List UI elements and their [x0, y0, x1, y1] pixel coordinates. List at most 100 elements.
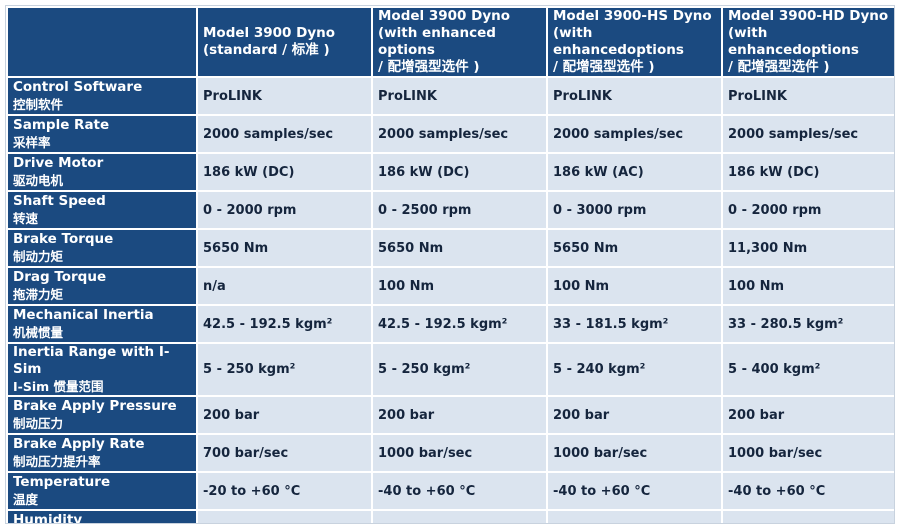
- table-cell: 42.5 - 192.5 kgm²: [196, 304, 373, 344]
- row-label-en: Shaft Speed: [13, 193, 106, 209]
- row-label: Brake Apply Pressure 制动压力: [6, 395, 198, 435]
- column-header-line2: (with enhancedoptions: [553, 25, 684, 58]
- table-cell: -40 to +60 °C: [721, 471, 894, 511]
- row-label-cn: 制动压力提升率: [13, 454, 101, 469]
- row-label-en: Humidity: [13, 512, 83, 524]
- row-label-en: Brake Apply Rate: [13, 436, 145, 452]
- row-label: Control Software 控制软件: [6, 76, 198, 116]
- row-label: Sample Rate 采样率: [6, 114, 198, 154]
- table-row: Brake Torque 制动力矩 5650 Nm 5650 Nm 5650 Nm…: [6, 228, 894, 268]
- table-cell: 1000 bar/sec: [371, 433, 548, 473]
- column-header: Model 3900 Dyno (with enhanced options / 配…: [371, 6, 548, 78]
- column-header: Model 3900-HD Dyno (with enhancedoptions /…: [721, 6, 894, 78]
- table-cell: 5650 Nm: [196, 228, 373, 268]
- table-row: Drag Torque 拖滞力矩 n/a 100 Nm 100 Nm 100 Nm: [6, 266, 894, 306]
- table-cell: 186 kW (DC): [371, 152, 548, 192]
- table-row: Humidity湿度 15 to 95% RH 16 to 95% RH 15 …: [6, 509, 894, 524]
- row-label-en: Sample Rate: [13, 117, 110, 133]
- table-cell: 1000 bar/sec: [546, 433, 723, 473]
- header-row: Model 3900 Dyno (standard / 标准 ) Model 39…: [6, 6, 894, 78]
- row-label-en: Brake Apply Pressure: [13, 398, 177, 414]
- table-cell: ProLINK: [546, 76, 723, 116]
- table-cell: 5 - 240 kgm²: [546, 342, 723, 397]
- table-cell: 200 bar: [546, 395, 723, 435]
- spec-table-frame: Model 3900 Dyno (standard / 标准 ) Model 39…: [5, 5, 895, 524]
- table-cell: 15 to 95% RH: [196, 509, 373, 523]
- row-label-cn: 温度: [13, 492, 39, 507]
- row-label-en: Drive Motor: [13, 155, 104, 171]
- table-cell: -20 to +60 °C: [196, 471, 373, 511]
- table-cell: 5650 Nm: [546, 228, 723, 268]
- row-label-en: Mechanical Inertia: [13, 307, 154, 323]
- row-label-cn: 采样率: [13, 135, 51, 150]
- row-label-cn: 驱动电机: [13, 173, 64, 188]
- table-cell: 0 - 3000 rpm: [546, 190, 723, 230]
- row-label-en: Control Software: [13, 79, 143, 95]
- row-label: Temperature 温度: [6, 471, 198, 511]
- column-header-line2: (with enhanced options: [378, 25, 496, 58]
- column-header-line3: / 配增强型选件 ): [378, 59, 480, 75]
- table-cell: 33 - 181.5 kgm²: [546, 304, 723, 344]
- row-label-cn: 控制软件: [13, 97, 64, 112]
- row-label-cn: 机械惯量: [13, 325, 64, 340]
- table-cell: 1000 bar/sec: [721, 433, 894, 473]
- table-row: Control Software 控制软件 ProLINK ProLINK Pro…: [6, 76, 894, 116]
- table-row: Mechanical Inertia 机械惯量 42.5 - 192.5 kgm²…: [6, 304, 894, 344]
- column-header-line2: (with enhancedoptions: [728, 25, 859, 58]
- column-header-line1: Model 3900 Dyno: [378, 8, 511, 24]
- table-row: Temperature 温度 -20 to +60 °C -40 to +60 °…: [6, 471, 894, 511]
- table-cell: 2000 samples/sec: [546, 114, 723, 154]
- table-cell: 186 kW (DC): [196, 152, 373, 192]
- table-cell: -40 to +60 °C: [371, 471, 548, 511]
- table-cell: 200 bar: [371, 395, 548, 435]
- table-cell: 2000 samples/sec: [196, 114, 373, 154]
- table-cell: ProLINK: [721, 76, 894, 116]
- table-cell: 11,300 Nm: [721, 228, 894, 268]
- row-label: Brake Torque 制动力矩: [6, 228, 198, 268]
- row-label-en: Drag Torque: [13, 269, 107, 285]
- table-cell: 100 Nm: [546, 266, 723, 306]
- row-label-en: Brake Torque: [13, 231, 114, 247]
- table-cell: 100 Nm: [371, 266, 548, 306]
- table-cell: 700 bar/sec: [196, 433, 373, 473]
- row-label: Mechanical Inertia 机械惯量: [6, 304, 198, 344]
- column-header-line3: / 配增强型选件 ): [728, 59, 830, 75]
- row-label: Drive Motor 驱动电机: [6, 152, 198, 192]
- row-label-cn: 拖滞力矩: [13, 287, 64, 302]
- table-cell: 2000 samples/sec: [721, 114, 894, 154]
- spec-table: Model 3900 Dyno (standard / 标准 ) Model 39…: [6, 6, 894, 524]
- table-cell: 42.5 - 192.5 kgm²: [371, 304, 548, 344]
- column-header-line1: Model 3900-HD Dyno: [728, 8, 889, 24]
- table-cell: 0 - 2000 rpm: [721, 190, 894, 230]
- table-cell: 15 to 95% RH: [721, 509, 894, 523]
- table-cell: 186 kW (AC): [546, 152, 723, 192]
- row-label-cn: 制动力矩: [13, 249, 64, 264]
- column-header-line3: / 配增强型选件 ): [553, 59, 655, 75]
- header-corner: [6, 6, 198, 78]
- table-cell: 100 Nm: [721, 266, 894, 306]
- table-cell: ProLINK: [196, 76, 373, 116]
- table-row: Drive Motor 驱动电机 186 kW (DC) 186 kW (DC) …: [6, 152, 894, 192]
- table-row: Inertia Range with I-Sim I-Sim 惯量范围 5 - 2…: [6, 342, 894, 397]
- table-cell: 200 bar: [721, 395, 894, 435]
- table-cell: 2000 samples/sec: [371, 114, 548, 154]
- table-cell: n/a: [196, 266, 373, 306]
- row-label: Humidity湿度: [6, 509, 198, 524]
- table-cell: 5650 Nm: [371, 228, 548, 268]
- column-header-line1: Model 3900 Dyno: [203, 25, 336, 41]
- table-row: Brake Apply Rate 制动压力提升率 700 bar/sec 1000…: [6, 433, 894, 473]
- row-label-en: Temperature: [13, 474, 111, 490]
- row-label-cn: 制动压力: [13, 416, 64, 431]
- row-label-cn: I-Sim 惯量范围: [13, 379, 104, 394]
- row-label: Shaft Speed 转速: [6, 190, 198, 230]
- table-cell: 16 to 95% RH: [371, 509, 548, 523]
- table-row: Shaft Speed 转速 0 - 2000 rpm 0 - 2500 rpm …: [6, 190, 894, 230]
- table-row: Sample Rate 采样率 2000 samples/sec 2000 sam…: [6, 114, 894, 154]
- table-cell: 5 - 250 kgm²: [371, 342, 548, 397]
- row-label: Inertia Range with I-Sim I-Sim 惯量范围: [6, 342, 198, 397]
- table-cell: 186 kW (DC): [721, 152, 894, 192]
- table-cell: 5 - 250 kgm²: [196, 342, 373, 397]
- column-header: Model 3900 Dyno (standard / 标准 ): [196, 6, 373, 78]
- table-cell: 200 bar: [196, 395, 373, 435]
- table-cell: 0 - 2500 rpm: [371, 190, 548, 230]
